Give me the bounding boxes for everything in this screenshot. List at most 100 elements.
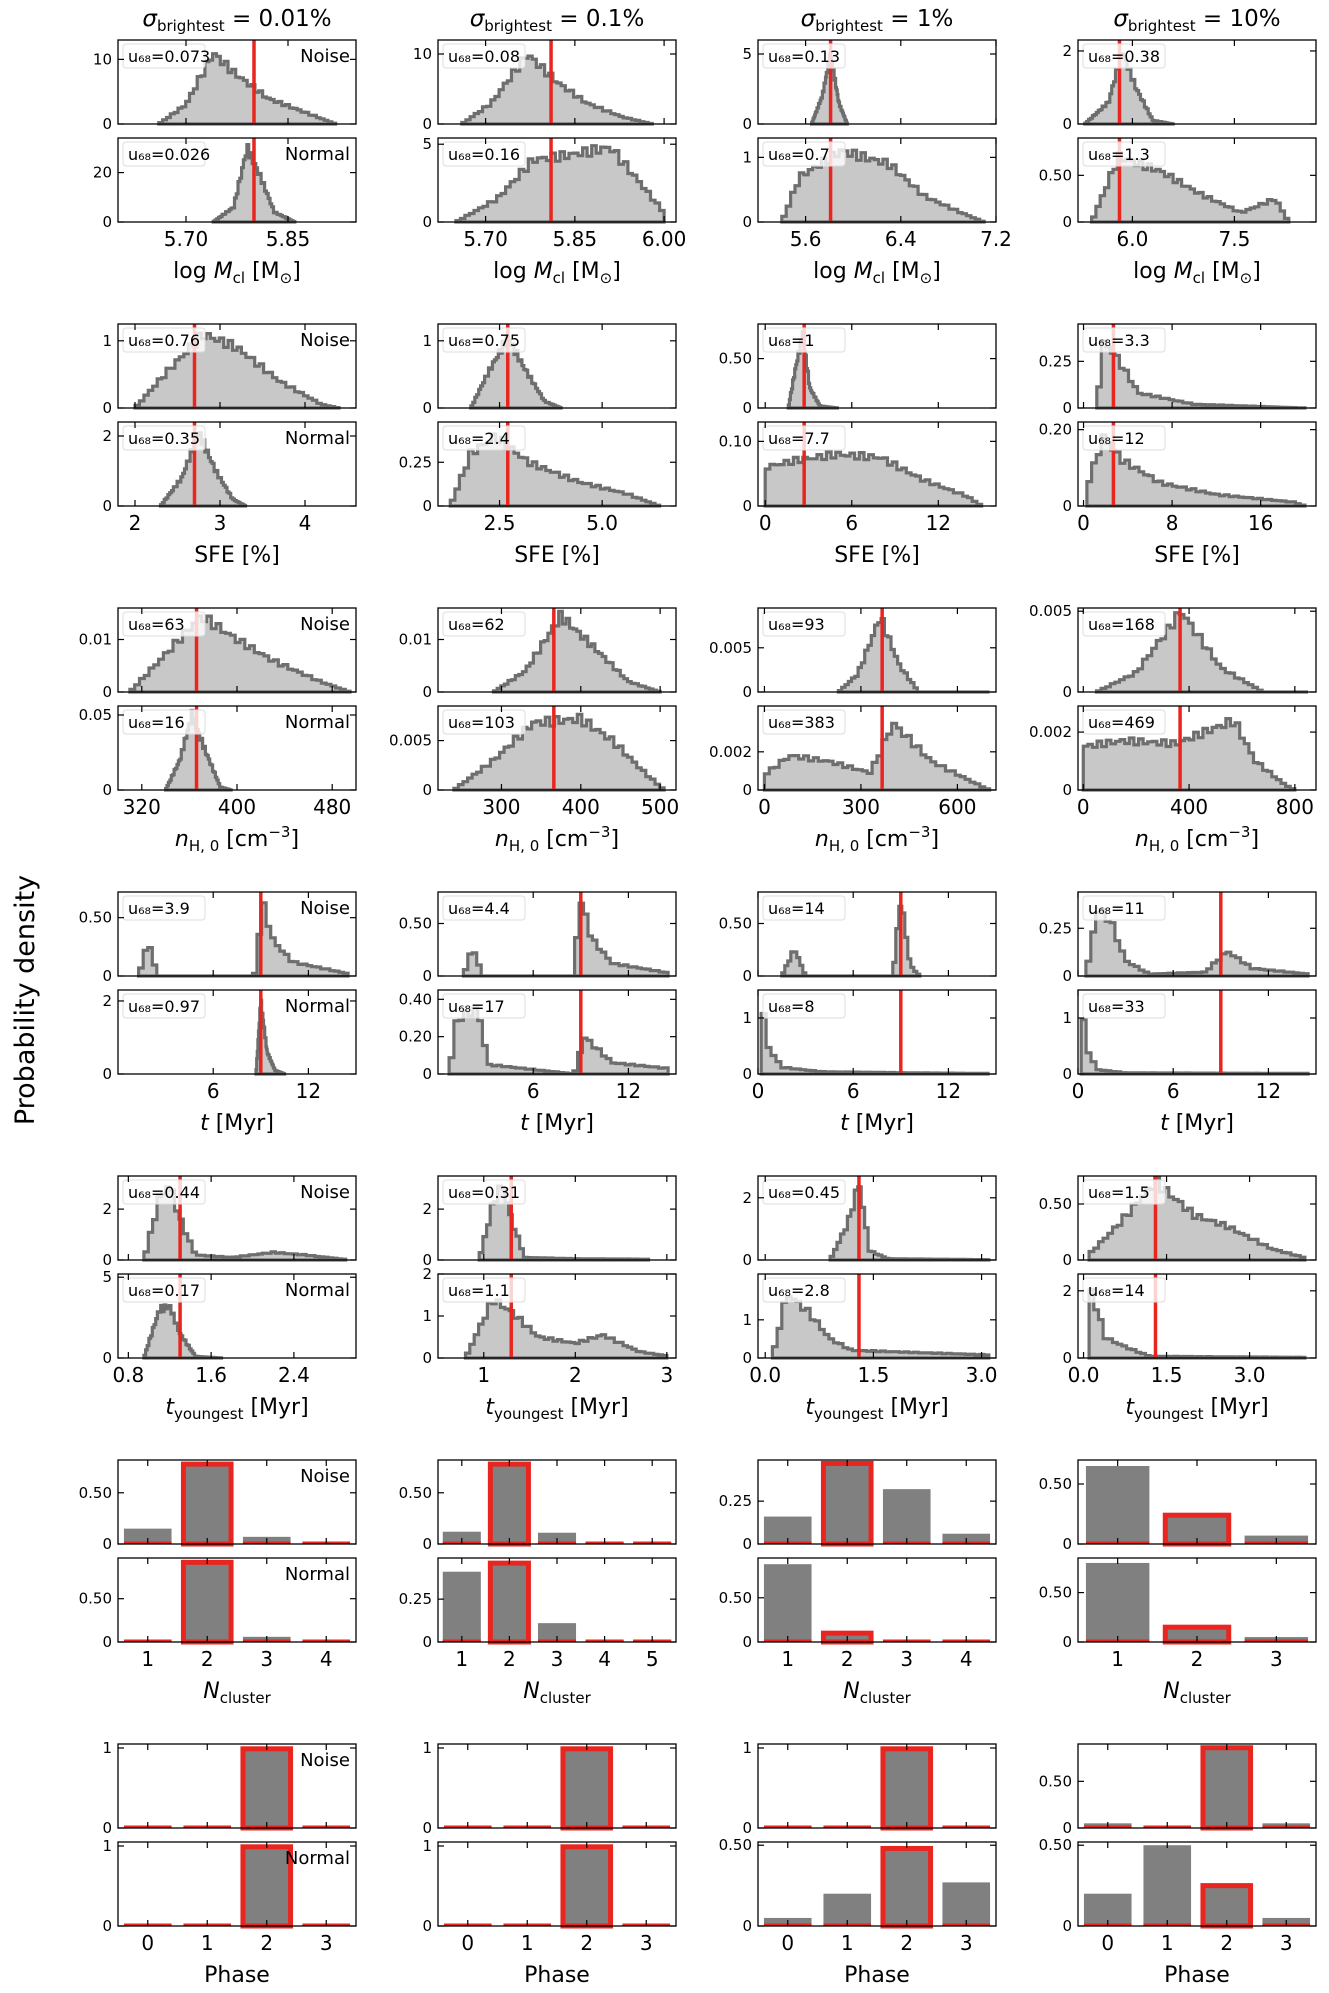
panel-label-noise: Noise — [300, 1182, 350, 1203]
y-tick-label: 0 — [102, 1065, 112, 1083]
u68-label: u₆₈=0.08 — [448, 47, 520, 66]
x-tick-label: 5.70 — [463, 227, 508, 251]
u68-label: u₆₈=0.45 — [768, 1183, 840, 1202]
panel-normal: u₆₈=0.7 0 1 5.6 6.4 7.2 — [742, 137, 1012, 251]
u68-box — [442, 895, 526, 921]
y-tick-label: 0 — [742, 497, 752, 515]
y-tick-label: 2 — [422, 1265, 432, 1283]
panel-noise: u₆₈=4.4 0 0.50 — [399, 891, 677, 985]
x-tick-label: 7.2 — [980, 227, 1012, 251]
y-tick-label: 0.10 — [719, 432, 752, 450]
bar — [442, 1571, 481, 1642]
bar — [1200, 1883, 1254, 1929]
panel-label-normal: Normal — [285, 428, 350, 449]
u68-label: u₆₈=3.9 — [128, 899, 190, 918]
u68-label: u₆₈=14 — [1088, 1281, 1145, 1300]
y-tick-label: 2 — [1062, 1282, 1072, 1300]
column-titles: σbrightest = 0.01% σbrightest = 0.1% σbrig… — [142, 6, 1280, 35]
x-tick-label: 0.0 — [1068, 1363, 1100, 1387]
u68-box — [762, 709, 846, 735]
axes-frame — [117, 1459, 357, 1545]
x-tick-label: 12 — [1256, 1079, 1281, 1103]
panel-label-normal: Normal — [285, 1280, 350, 1301]
y-tick-label: 0 — [742, 683, 752, 701]
y-tick-label: 0 — [1062, 1917, 1072, 1935]
panel-noise: u₆₈=3.3 0 0.25 — [1039, 323, 1317, 417]
panel-label-normal: Normal — [285, 996, 350, 1017]
panel-label-normal: Normal — [285, 712, 350, 733]
y-tick-label: 5 — [102, 1268, 112, 1286]
panel-noise: u₆₈=1.5 0 0.50 — [1039, 1175, 1317, 1269]
y-tick-label: 0 — [422, 1349, 432, 1367]
y-tick-label: 0.005 — [709, 639, 752, 657]
y-tick-label: 0.50 — [719, 1836, 752, 1854]
y-tick-label: 0.05 — [79, 706, 112, 724]
panel-label-noise: Noise — [300, 330, 350, 351]
y-tick-label: 0.25 — [719, 1492, 752, 1510]
axes-frame — [437, 607, 677, 693]
x-tick-label: 8 — [1166, 511, 1179, 535]
histogram — [759, 1011, 990, 1076]
u68-label: u₆₈=0.44 — [128, 1183, 200, 1202]
x-tick-label: 6.4 — [885, 227, 917, 251]
u68-box — [122, 1179, 206, 1205]
y-tick-label: 0 — [742, 1917, 752, 1935]
axes-frame — [437, 323, 677, 409]
x-tick-label: 12 — [936, 1079, 961, 1103]
u68-box — [122, 1277, 206, 1303]
y-tick-label: 0 — [742, 1349, 752, 1367]
bar — [880, 1845, 934, 1929]
y-tick-label: 0 — [1062, 1633, 1072, 1651]
axes-frame — [117, 421, 357, 507]
x-axis-label: tyoungest [Myr] — [1125, 1395, 1268, 1423]
panel-label-normal: Normal — [285, 1848, 350, 1869]
y-tick-label: 0 — [422, 1535, 432, 1553]
y-tick-label: 2 — [1062, 42, 1072, 60]
x-tick-label: 4 — [299, 511, 312, 535]
x-tick-label: 2 — [580, 1931, 593, 1955]
panel-normal: u₆₈=14 0 2 0.0 1.5 3.0 — [1062, 1273, 1317, 1387]
panel-normal: 0 1 0 1 2 3 — [422, 1837, 677, 1955]
bar — [880, 1746, 934, 1831]
x-tick-label: 3 — [1280, 1931, 1293, 1955]
y-tick-label: 0 — [742, 115, 752, 133]
panel-normal: 0 0.25 1 2 3 4 5 — [399, 1557, 677, 1671]
panel-noise: u₆₈=3.9 0 0.50 Noise — [79, 891, 357, 985]
axes-frame — [117, 1557, 357, 1643]
axes-frame — [757, 137, 997, 223]
x-tick-label: 0 — [759, 511, 772, 535]
axes-frame — [437, 1459, 677, 1545]
axes-frame — [757, 39, 997, 125]
x-axis-label: log Mcl [M⊙] — [1133, 259, 1261, 287]
x-tick-label: 5.0 — [586, 511, 618, 535]
u68-box — [1082, 1277, 1166, 1303]
u68-label: u₆₈=0.76 — [128, 331, 200, 350]
u68-box — [1082, 993, 1166, 1019]
u68-label: u₆₈=0.7 — [768, 145, 830, 164]
y-tick-label: 2 — [742, 1189, 752, 1207]
axes-frame — [437, 137, 677, 223]
axes-frame — [1077, 607, 1317, 693]
y-tick-label: 0 — [422, 967, 432, 985]
bar — [123, 1528, 172, 1544]
u68-label: u₆₈=0.38 — [1088, 47, 1160, 66]
panel-normal: u₆₈=1.1 0 1 2 1 2 3 — [422, 1265, 677, 1387]
bar — [1085, 1466, 1150, 1544]
bar — [180, 1461, 234, 1547]
y-tick-label: 1 — [422, 1739, 432, 1757]
x-tick-label: 6.00 — [642, 227, 687, 251]
axes-frame — [117, 989, 357, 1075]
y-tick-label: 0 — [422, 1819, 432, 1837]
panel-normal: 0 1 0 1 2 3 Normal — [102, 1837, 357, 1955]
x-axis-label: t [Myr] — [520, 1111, 594, 1136]
axes-frame — [757, 1273, 997, 1359]
panel-normal: u₆₈=0.97 0 2 6 12 Normal — [102, 989, 357, 1103]
u68-box — [122, 895, 206, 921]
panel-noise: u₆₈=0.38 0 2 — [1062, 39, 1317, 133]
y-tick-label: 1 — [422, 1837, 432, 1855]
axes-frame — [757, 1459, 997, 1545]
u68-label: u₆₈=33 — [1088, 997, 1145, 1016]
axes-frame — [117, 323, 357, 409]
